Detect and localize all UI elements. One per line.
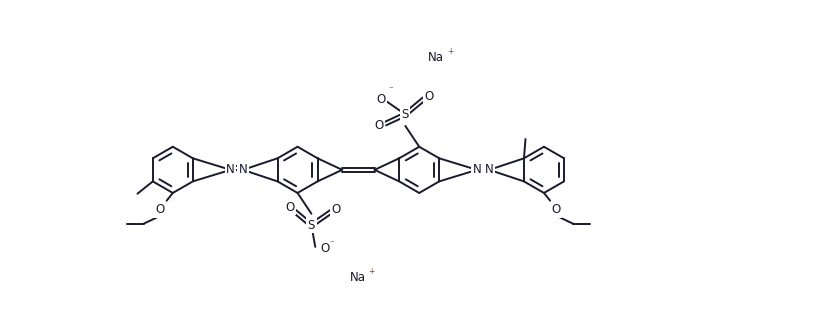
Text: O: O — [156, 203, 165, 216]
Text: O: O — [424, 90, 434, 103]
Text: O: O — [375, 119, 384, 132]
Text: ⁻: ⁻ — [330, 239, 335, 248]
Text: +: + — [368, 267, 375, 276]
Text: O: O — [285, 201, 294, 214]
Text: O: O — [320, 242, 329, 255]
Text: N: N — [473, 164, 481, 176]
Text: O: O — [331, 203, 340, 216]
Text: ⁻: ⁻ — [388, 85, 393, 94]
Text: N: N — [238, 164, 247, 176]
Text: N: N — [485, 164, 494, 176]
Text: O: O — [376, 92, 386, 106]
Text: O: O — [551, 203, 561, 216]
Text: N: N — [227, 164, 235, 176]
Text: S: S — [307, 219, 315, 232]
Text: Na: Na — [349, 271, 366, 284]
Text: +: + — [447, 47, 453, 56]
Text: S: S — [401, 108, 409, 121]
Text: Na: Na — [428, 51, 444, 64]
